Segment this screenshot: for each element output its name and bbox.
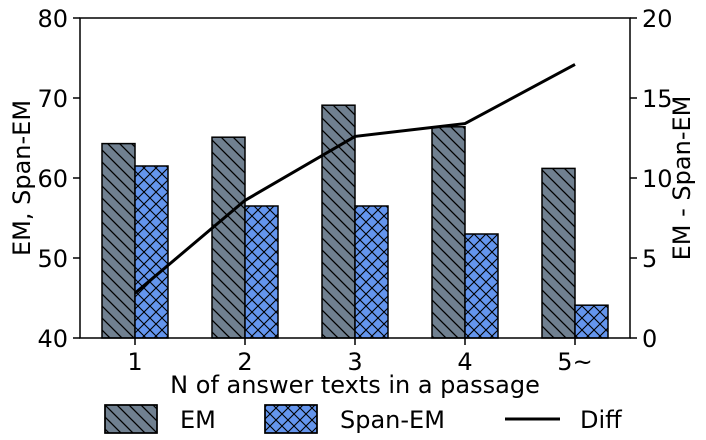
y2-axis-label: EM - Span-EM [668,96,696,261]
legend-em-swatch-hatch [104,404,158,434]
legend-span-em-label: Span-EM [340,406,445,434]
x-tick-label: 5~ [557,348,592,376]
span-em-bar [464,233,499,339]
em-bar [431,126,466,339]
y2-tick-label: 15 [642,85,673,113]
y2-tick-label: 0 [642,325,657,353]
ticks-layer: 40 50 60 70 80 0 5 10 15 20 1 2 3 4 5~ [37,5,672,376]
y-tick-label: 60 [37,165,68,193]
em-bar [541,167,576,339]
y2-tick-label: 10 [642,165,673,193]
diff-line [134,63,576,295]
x-tick-label: 1 [127,348,142,376]
x-tick-label: 2 [237,348,252,376]
legend-diff-label: Diff [580,406,622,434]
y-tick-label: 80 [37,5,68,33]
em-bar [101,142,136,339]
em-bar [211,136,246,339]
diff-line-layer [134,63,576,295]
y-axis-label: EM, Span-EM [8,100,36,256]
y2-tick-label: 20 [642,5,673,33]
y-tick-label: 40 [37,325,68,353]
x-tick-label: 4 [457,348,472,376]
legend-em-label: EM [180,406,216,434]
y-tick-label: 70 [37,85,68,113]
span-em-bar [134,165,169,339]
legend: EM Span-EM Diff [104,404,622,434]
y-tick-label: 50 [37,245,68,273]
span-em-bar [574,304,609,339]
y2-tick-label: 5 [642,245,657,273]
span-em-bar [244,205,279,339]
span-em-bar [354,205,389,339]
legend-span-em-swatch-hatch [264,404,318,434]
x-tick-label: 3 [347,348,362,376]
x-axis-label: N of answer texts in a passage [170,371,540,399]
bars-layer [101,104,609,339]
